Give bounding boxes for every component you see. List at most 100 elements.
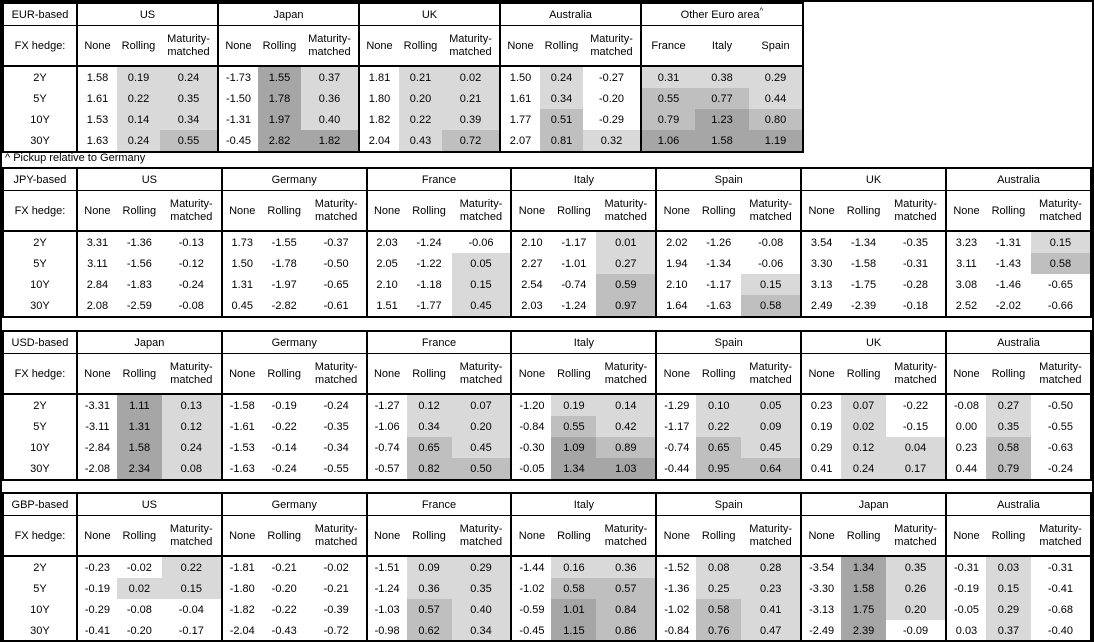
value-cell: -1.17 — [561, 236, 587, 249]
value-cell: 3.11 — [944, 253, 986, 274]
column-header: Maturity-matched — [583, 25, 641, 67]
value-cell: -0.30 — [510, 437, 552, 458]
value-cell: -3.11 — [75, 416, 117, 437]
value-cell: 2.10 — [655, 274, 697, 295]
maturity-row-label: 30Y — [30, 299, 50, 312]
value-cell: -0.08 — [178, 299, 204, 312]
value-cell: 0.55 — [640, 88, 695, 109]
fx-hedge-label: FX hedge: — [3, 515, 77, 557]
value-cell: -1.31 — [995, 236, 1021, 249]
value-cell: -1.36 — [655, 578, 697, 599]
value-cell: -0.21 — [271, 561, 297, 574]
value-cell: 0.47 — [741, 620, 802, 640]
column-header: Rolling — [540, 25, 583, 67]
table-row: 10Y 2.84 -1.83 -0.24 1.31 -1.97 -0.65 2.10 -1.18… — [3, 274, 1091, 295]
column-header: Maturity-matched — [741, 353, 802, 395]
value-cell: 0.37 — [985, 620, 1031, 640]
value-cell: 0.02 — [116, 578, 162, 599]
value-cell: 0.26 — [886, 578, 946, 599]
value-cell: 1.58 — [116, 437, 162, 458]
group-header: Japan — [217, 3, 359, 26]
value-cell: -0.55 — [323, 462, 349, 475]
value-cell: 0.77 — [695, 88, 749, 109]
value-cell: -0.40 — [1047, 624, 1073, 637]
value-cell: -0.20 — [598, 92, 625, 105]
value-cell: 0.19 — [117, 66, 160, 88]
value-cell: -1.55 — [271, 236, 297, 249]
value-cell: -0.31 — [945, 556, 986, 578]
column-header: Maturity-matched — [886, 190, 946, 232]
value-cell: 0.24 — [841, 458, 887, 480]
value-cell: -1.51 — [365, 556, 407, 578]
value-cell: 0.34 — [406, 416, 452, 437]
group-header: Italy — [510, 168, 657, 191]
value-cell: 0.43 — [399, 130, 442, 152]
column-header: Rolling — [696, 353, 742, 395]
fx-hedge-label: FX hedge: — [3, 353, 77, 395]
value-cell: 2.07 — [499, 130, 540, 152]
value-cell: 0.86 — [596, 620, 657, 640]
column-header: None — [365, 515, 407, 557]
value-cell: 2.52 — [944, 295, 986, 317]
value-cell: 2.04 — [358, 130, 399, 152]
value-cell: -0.68 — [1047, 603, 1073, 616]
value-cell: -0.31 — [902, 257, 929, 270]
column-header: None — [800, 190, 842, 232]
value-cell: 0.22 — [399, 109, 442, 130]
value-cell: 2.08 — [75, 295, 117, 317]
value-cell: 2.03 — [365, 231, 407, 253]
value-cell: -0.13 — [178, 236, 204, 249]
value-cell: -1.06 — [365, 416, 407, 437]
value-cell: 0.16 — [551, 556, 597, 578]
value-cell: -0.19 — [271, 399, 297, 412]
column-header: Maturity-matched — [1030, 515, 1091, 557]
value-cell: -0.09 — [902, 624, 929, 637]
table-row: 10Y -0.29 -0.08 -0.04 -1.82 -0.22 -0.39 -1.03 0.… — [3, 599, 1091, 620]
value-cell: -0.15 — [902, 420, 929, 433]
value-cell: 2.39 — [841, 620, 887, 640]
column-header: Maturity-matched — [741, 515, 802, 557]
base-currency-label: USD-based — [3, 331, 77, 354]
value-cell: -0.24 — [271, 462, 297, 475]
value-cell: -0.22 — [902, 399, 929, 412]
value-cell: 1.61 — [76, 88, 117, 109]
table-row: 5Y -3.11 1.31 0.12 -1.61 -0.22 -0.35 -1.06 0.34 0… — [3, 416, 1091, 437]
column-header: Maturity-matched — [161, 515, 222, 557]
eur-based-table-container: EUR-based US Japan UK Australia Other Euro ar… — [2, 2, 804, 153]
column-header: Maturity-matched — [451, 190, 512, 232]
value-cell: 0.36 — [596, 556, 657, 578]
value-cell: 0.45 — [451, 295, 512, 317]
value-cell: -1.17 — [655, 416, 697, 437]
value-cell: -0.02 — [323, 561, 349, 574]
column-header: Maturity-matched — [442, 25, 500, 67]
value-cell: -0.29 — [598, 113, 625, 126]
value-cell: 0.12 — [841, 437, 887, 458]
value-cell: -1.24 — [561, 299, 587, 312]
value-cell: 0.22 — [696, 416, 742, 437]
value-cell: -0.04 — [178, 603, 204, 616]
value-cell: 0.97 — [596, 295, 657, 317]
table-jpy-based: JPY-based US Germany France Italy Spain UK Aust… — [2, 167, 1092, 318]
value-cell: 0.04 — [886, 437, 946, 458]
table-gbp-based: GBP-based US Germany France Italy Spain Japan A… — [2, 492, 1092, 640]
value-cell: 0.20 — [399, 88, 442, 109]
maturity-row-label: 10Y — [30, 113, 50, 126]
value-cell: -0.24 — [323, 399, 349, 412]
table-row: 2Y 1.58 0.19 0.24 -1.73 1.55 0.37 1.81 0.21 0.02 1… — [3, 66, 803, 88]
maturity-row-label: 5Y — [33, 420, 47, 433]
value-cell: -0.84 — [655, 620, 697, 640]
group-header: Italy — [510, 331, 657, 354]
value-cell: 0.09 — [406, 556, 452, 578]
value-cell: 0.58 — [741, 295, 802, 317]
value-cell: 1.82 — [358, 109, 399, 130]
fx-hedge-label: FX hedge: — [3, 190, 77, 232]
value-cell: 0.44 — [945, 458, 986, 480]
column-header: Rolling — [116, 353, 162, 395]
column-header: None — [220, 515, 262, 557]
maturity-row-label: 30Y — [30, 134, 50, 147]
column-header: Maturity-matched — [596, 515, 657, 557]
column-header: None — [510, 515, 552, 557]
value-cell: 0.64 — [741, 458, 802, 480]
value-cell: 0.57 — [406, 599, 452, 620]
